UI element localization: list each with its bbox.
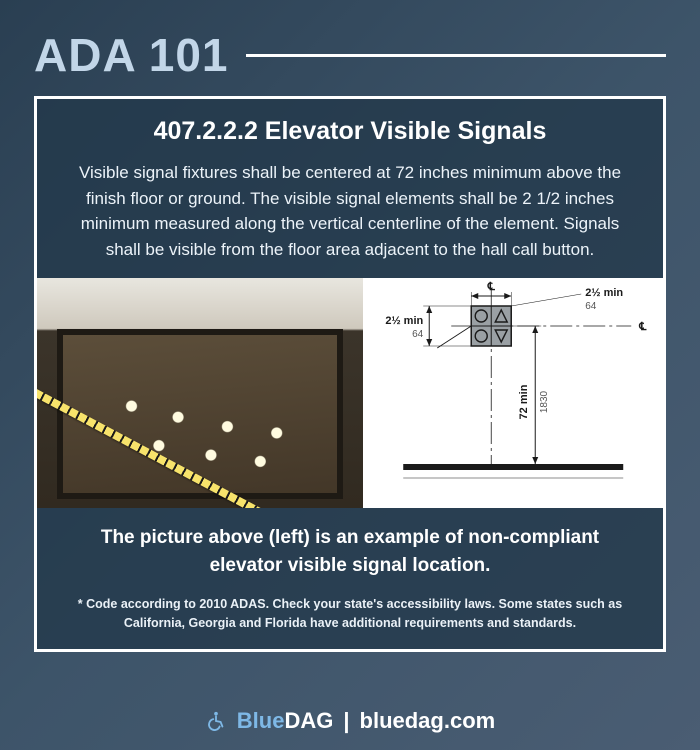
header-divider: [246, 54, 666, 57]
tape-measure-icon: [37, 380, 363, 508]
footer: BlueDAG | bluedag.com: [0, 708, 700, 734]
header: ADA 101: [0, 0, 700, 92]
dim-width-top-mm: 64: [585, 301, 597, 312]
centerline-label-top: ℄: [486, 281, 495, 293]
dim-width-top-label: 2½ min: [585, 287, 623, 299]
image-caption: The picture above (left) is an example o…: [63, 524, 637, 579]
dim-height-mm: 1830: [539, 390, 550, 413]
photo-noncompliant: [37, 278, 363, 508]
footnote: * Code according to 2010 ADAS. Check you…: [63, 595, 637, 633]
brand: BlueDAG: [237, 708, 334, 734]
dim-width-left-mm: 64: [412, 329, 424, 340]
section-title: 407.2.2.2 Elevator Visible Signals: [63, 117, 637, 146]
centerline-label-right: ℄: [638, 321, 647, 333]
dim-height-label: 72 min: [518, 384, 530, 419]
section-body: Visible signal fixtures shall be centere…: [63, 160, 637, 262]
brand-part2: DAG: [284, 708, 333, 733]
elevator-signal-diagram: ℄ ℄: [363, 278, 663, 508]
page-title: ADA 101: [34, 28, 228, 82]
info-card: 407.2.2.2 Elevator Visible Signals Visib…: [34, 96, 666, 652]
brand-part1: Blue: [237, 708, 285, 733]
footer-url: bluedag.com: [360, 708, 496, 734]
footer-separator: |: [343, 708, 349, 734]
image-row: ℄ ℄: [37, 278, 663, 508]
accessibility-icon: [205, 710, 227, 732]
dim-width-left-label: 2½ min: [385, 315, 423, 327]
